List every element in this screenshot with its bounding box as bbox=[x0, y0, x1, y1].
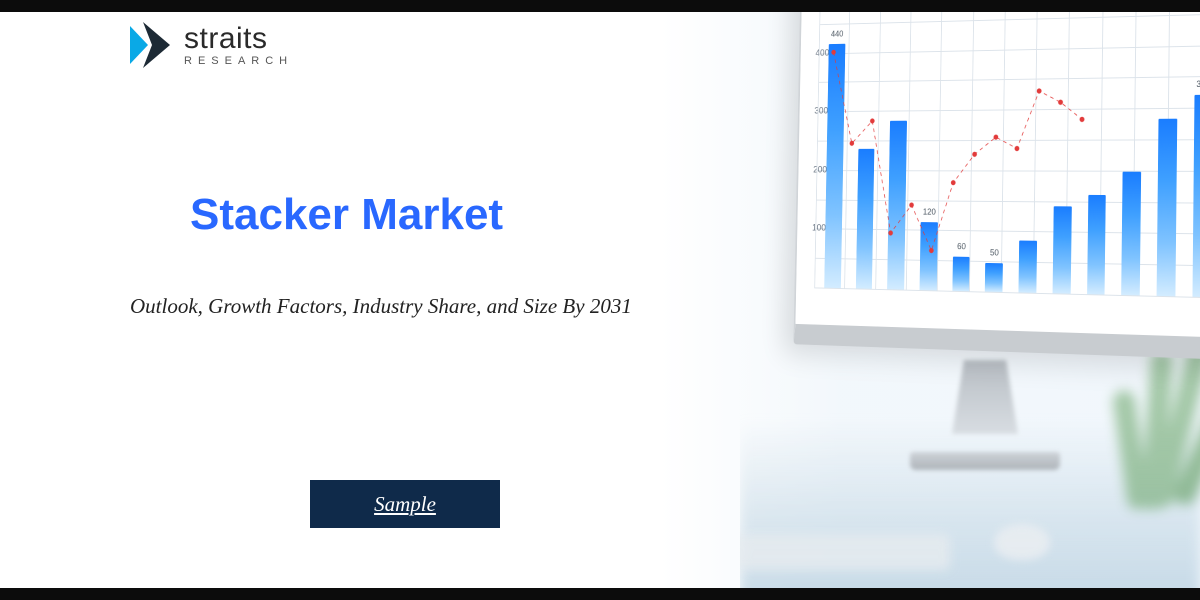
monitor-screen: 100200300400500 4401206050340 bbox=[793, 0, 1200, 361]
letterbox-bottom bbox=[0, 588, 1200, 600]
brand-logo: straits RESEARCH bbox=[130, 22, 293, 68]
page-title: Stacker Market bbox=[190, 190, 503, 240]
sample-button[interactable]: Sample bbox=[310, 480, 500, 528]
brand-subtitle: RESEARCH bbox=[184, 56, 293, 67]
brand-name: straits bbox=[184, 24, 293, 54]
brand-text: straits RESEARCH bbox=[184, 24, 293, 67]
monitor-stand bbox=[910, 360, 1060, 470]
hero-illustration: 100200300400500 4401206050340 bbox=[740, 0, 1200, 600]
brand-mark-icon bbox=[130, 22, 176, 68]
letterbox-top bbox=[0, 0, 1200, 12]
keyboard-decor bbox=[740, 534, 950, 570]
page-root: 100200300400500 4401206050340 straits RE… bbox=[0, 0, 1200, 600]
page-subtitle: Outlook, Growth Factors, Industry Share,… bbox=[130, 290, 670, 323]
chart-bars: 4401206050340 bbox=[824, 0, 1200, 298]
mouse-decor bbox=[994, 524, 1050, 560]
